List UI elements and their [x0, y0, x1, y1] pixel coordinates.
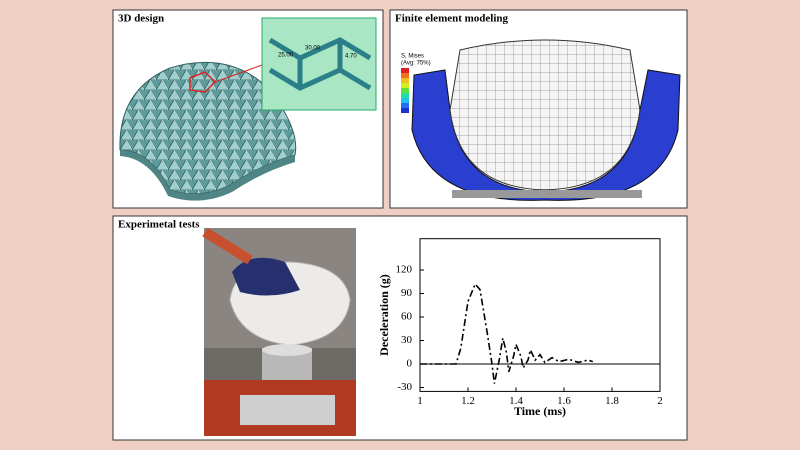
y-tick-label: 120: [396, 264, 413, 276]
x-tick-label: 1.6: [557, 395, 571, 407]
legend-header: (Avg: 75%): [401, 61, 431, 67]
dimension: 25.00: [278, 53, 294, 59]
y-tick-label: -30: [397, 381, 412, 393]
color-legend: [401, 68, 409, 113]
x-tick-label: 1.4: [509, 395, 523, 407]
x-axis-label: Time (ms): [514, 404, 566, 418]
plot-frame: [419, 238, 661, 392]
inset-struts: [268, 37, 372, 91]
y-axis-label: Deceleration (g): [377, 274, 391, 356]
dimension: 30.00: [305, 46, 321, 52]
leader: [214, 64, 263, 83]
x-tick-label: 1.2: [461, 395, 475, 407]
panel-title: 3D design: [118, 13, 164, 25]
highlight: [189, 71, 217, 93]
x-tick-label: 1.8: [605, 395, 619, 407]
legend-header: S, Mises: [401, 54, 424, 60]
y-tick-label: 60: [401, 311, 413, 323]
y-tick-label: 90: [401, 287, 413, 299]
headform-mesh: [449, 39, 641, 191]
panel: [112, 215, 688, 441]
inset: [261, 17, 377, 111]
helmet-rim: [120, 150, 295, 201]
y-tick-label: 30: [401, 334, 413, 346]
panel-title: Finite element modeling: [395, 13, 509, 25]
dimension: 4.70: [345, 54, 357, 60]
anvil: [452, 190, 642, 198]
x-tick-label: 2: [657, 395, 663, 407]
data-line: [420, 282, 594, 384]
chart: Time (ms) Deceleration (g) -30 0 30 60 90 120…: [377, 238, 663, 418]
photo: [202, 227, 356, 436]
panel-title: Experimetal tests: [118, 219, 200, 231]
x-tick-label: 1: [417, 395, 423, 407]
y-tick-label: 0: [407, 358, 413, 370]
